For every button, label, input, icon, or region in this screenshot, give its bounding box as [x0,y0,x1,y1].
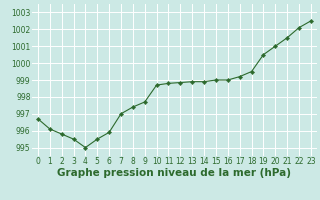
X-axis label: Graphe pression niveau de la mer (hPa): Graphe pression niveau de la mer (hPa) [57,168,292,178]
